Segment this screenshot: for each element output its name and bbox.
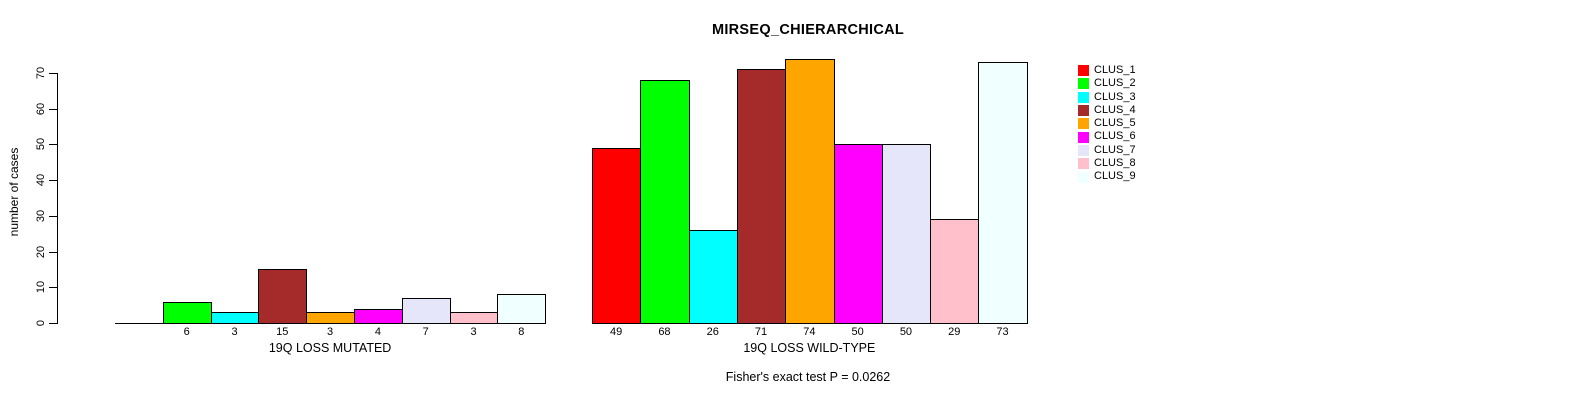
y-tick-label: 40 <box>35 173 47 187</box>
legend-color-swatch <box>1078 144 1089 156</box>
y-tick-label: 60 <box>35 102 47 116</box>
legend-label: CLUS_7 <box>1094 143 1136 156</box>
legend-label: CLUS_5 <box>1094 117 1136 130</box>
bar <box>163 302 212 324</box>
bar-value-label: 7 <box>422 326 429 338</box>
bar-value-label: 49 <box>610 326 623 338</box>
y-axis-label: number of cases <box>7 147 21 237</box>
bar-value-label: 4 <box>374 326 381 338</box>
chart-title: MIRSEQ_CHIERARCHICAL <box>711 22 905 38</box>
bar-value-label: 3 <box>327 326 334 338</box>
bar <box>592 148 641 324</box>
y-tick-mark <box>49 109 57 110</box>
y-tick-label: 0 <box>35 319 47 327</box>
legend-color-swatch <box>1078 131 1089 143</box>
legend-color-swatch <box>1078 78 1089 90</box>
bar-value-label: 74 <box>803 326 816 338</box>
bar <box>737 69 786 324</box>
legend-color-swatch <box>1078 105 1089 117</box>
legend-color-swatch <box>1078 171 1089 183</box>
x-axis-group-label: 19Q LOSS MUTATED <box>268 341 392 355</box>
legend-label: CLUS_9 <box>1094 170 1136 183</box>
y-tick-mark <box>49 180 57 181</box>
bar-value-label: 50 <box>851 326 864 338</box>
legend-color-swatch <box>1078 65 1089 77</box>
y-tick-mark <box>49 73 57 74</box>
legend-row: CLUS_2 <box>1078 77 1136 90</box>
legend-label: CLUS_6 <box>1094 130 1136 143</box>
legend-label: CLUS_4 <box>1094 103 1136 116</box>
y-tick-mark <box>49 252 57 253</box>
bar <box>640 80 690 324</box>
y-tick-label: 10 <box>35 280 47 294</box>
bar-value-label: 26 <box>706 326 719 338</box>
legend-row: CLUS_5 <box>1078 117 1136 130</box>
bar-value-label: 71 <box>754 326 768 338</box>
legend-color-swatch <box>1078 91 1089 103</box>
bar-value-label: 68 <box>658 326 671 338</box>
legend-row: CLUS_1 <box>1078 64 1136 77</box>
legend-row: CLUS_4 <box>1078 104 1136 117</box>
bar-value-label: 3 <box>231 326 238 338</box>
bar-value-label: 50 <box>899 326 913 338</box>
bar-value-label: 29 <box>948 326 961 338</box>
bar-value-label: 6 <box>183 326 190 338</box>
legend-row: CLUS_7 <box>1078 144 1136 157</box>
legend-row: CLUS_8 <box>1078 157 1136 170</box>
bar <box>402 298 451 324</box>
legend-row: CLUS_6 <box>1078 130 1136 143</box>
legend-label: CLUS_8 <box>1094 157 1136 170</box>
bar <box>930 219 979 324</box>
y-tick-label: 70 <box>35 66 47 80</box>
legend-label: CLUS_2 <box>1094 77 1136 90</box>
y-tick-mark <box>49 323 57 324</box>
legend-label: CLUS_3 <box>1094 90 1136 103</box>
y-tick-mark <box>49 216 57 217</box>
bar <box>450 312 498 324</box>
y-tick-mark <box>49 287 57 288</box>
legend: CLUS_1 CLUS_2 CLUS_3 CLUS_4 CLUS_5 CLUS_6 CLUS… <box>1078 64 1136 184</box>
legend-color-swatch <box>1078 118 1089 130</box>
y-axis-line <box>57 73 58 324</box>
bar <box>834 144 883 324</box>
bar <box>882 144 931 324</box>
bar <box>258 269 307 324</box>
bar <box>785 59 835 324</box>
y-tick-label: 20 <box>35 245 47 259</box>
bar <box>497 294 546 324</box>
y-tick-mark <box>49 144 57 145</box>
legend-row: CLUS_9 <box>1078 170 1136 183</box>
bar-value-label: 73 <box>996 326 1009 338</box>
bar <box>211 312 259 324</box>
bar <box>306 312 355 324</box>
legend-color-swatch <box>1078 158 1089 170</box>
bar <box>978 62 1028 324</box>
y-tick-label: 30 <box>35 209 47 223</box>
legend-row: CLUS_3 <box>1078 91 1136 104</box>
legend-label: CLUS_1 <box>1094 64 1136 76</box>
bar-value-label: 8 <box>518 326 525 338</box>
y-tick-label: 50 <box>35 137 47 151</box>
bar-value-label: 3 <box>470 326 477 338</box>
x-axis-group-label: 19Q LOSS WILD-TYPE <box>743 341 876 355</box>
bar <box>689 230 738 324</box>
bar-value-label: 15 <box>276 326 289 338</box>
bar <box>354 309 403 324</box>
fisher-test-annotation: Fisher's exact test P = 0.0262 <box>725 370 891 384</box>
